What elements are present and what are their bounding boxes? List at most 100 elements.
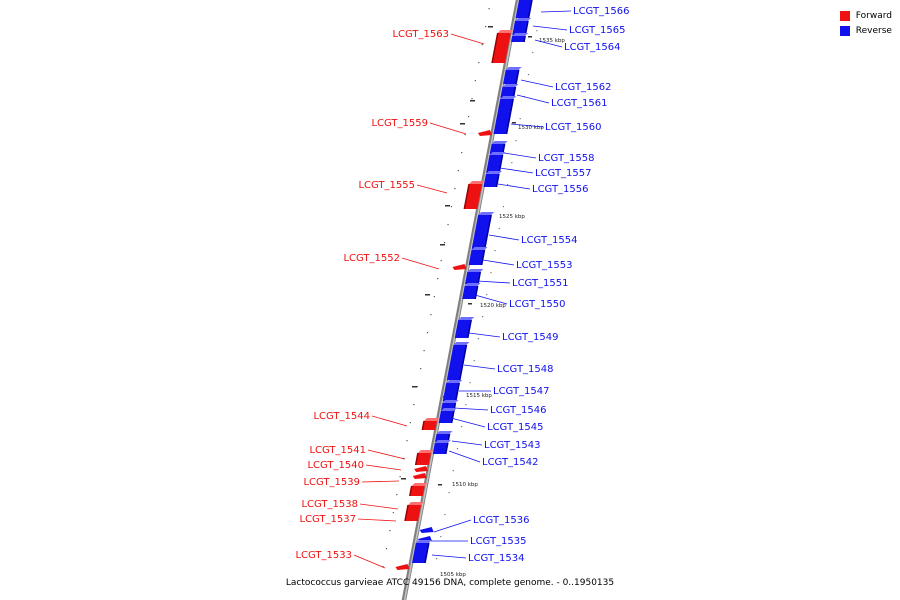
tick-dot [477,338,479,340]
tick-mark [470,100,475,102]
lcgt-1541-leader [367,449,406,460]
lcgt-1562-top [505,67,522,70]
lcgt-1533-feature [395,564,410,570]
forward-label: Forward [855,10,892,21]
tick-dot [461,426,463,428]
scale-tick-label: 1505 kbp [440,572,466,578]
lcgt-1539-feature [412,473,427,479]
lcgt-1553-edge [480,249,486,266]
lcgt-1537-leader [357,518,397,522]
lcgt-1533-label: LCGT_1533 [295,550,352,561]
lcgt-1553-top [471,247,488,250]
lcgt-1547-edge [455,382,460,402]
lcgt-1558-leader [503,152,537,159]
lcgt-1562-feature [503,67,522,85]
lcgt-1551-label: LCGT_1551 [512,278,569,289]
lcgt-1541-top [417,450,434,453]
lcgt-1534-body [412,543,429,563]
lcgt-1538-body [409,486,425,496]
tick-dot [454,188,456,190]
lcgt-1537-body [405,505,422,521]
tick-dot [423,350,425,352]
lcgt-1563-leader [450,33,485,45]
scale-tick-label: 1525 kbp [499,214,525,220]
lcgt-1549-label: LCGT_1549 [502,332,559,343]
tick-dot [437,278,439,280]
tick-dot [392,512,394,514]
lcgt-1548-body [446,345,467,380]
lcgt-1542-leader [448,450,481,463]
backbone [403,0,520,600]
lcgt-1565-edge [524,20,529,36]
tick-dot [498,228,500,230]
lcgt-1537-label: LCGT_1537 [299,514,356,525]
lcgt-1544-feature [421,418,441,431]
tick-mark [445,205,450,207]
tick-dot [519,118,521,120]
lcgt-1553-leader [482,259,515,266]
lcgt-1565-feature [512,18,532,36]
lcgt-1544-label: LCGT_1544 [313,411,370,422]
lcgt-1534-edge [424,542,430,564]
lcgt-1555-label: LCGT_1555 [358,180,415,191]
lcgt-1556-label: LCGT_1556 [532,184,589,195]
tick-dot [465,404,467,406]
lcgt-1545-body [438,411,454,423]
tick-dot [452,470,454,472]
tick-mark [460,123,465,125]
lcgt-1534-label: LCGT_1534 [468,553,525,564]
lcgt-1538-edge [409,485,413,497]
scale-tick-label: 1515 kbp [466,393,492,399]
tick-dot [527,74,530,76]
lcgt-1539-label: LCGT_1539 [303,477,360,488]
lcgt-1562-body [503,70,519,84]
lcgt-1551-feature [465,269,484,285]
lcgt-1557-leader [499,167,534,174]
lcgt-1536-label: LCGT_1536 [473,515,530,526]
lcgt-1562-leader [520,79,554,88]
lcgt-1540-feature [414,466,429,472]
lcgt-1554-feature [471,212,495,250]
tick-dot [385,548,388,550]
reverse-label: Reverse [855,25,892,36]
lcgt-1549-leader [468,332,501,338]
lcgt-1548-label: LCGT_1548 [497,364,554,375]
tick-dot [467,116,470,118]
lcgt-1560-feature [493,96,517,135]
lcgt-1552-feature [452,264,467,270]
lcgt-1556-feature [483,171,502,188]
lcgt-1556-edge [495,173,500,188]
tick-dot [440,260,442,262]
lcgt-1563-label: LCGT_1563 [392,29,449,40]
lcgt-1551-edge [477,271,482,285]
tick-dot [515,140,517,142]
lcgt-1557-body [486,155,503,173]
tick-dot [420,368,422,370]
lcgt-1556-leader [497,183,531,190]
lcgt-1544-leader [371,415,408,427]
lcgt-1559-label: LCGT_1559 [371,118,428,129]
tick-dot [450,206,453,208]
lcgt-1563-feature [491,30,514,64]
lcgt-1546-top [442,400,459,403]
lcgt-1561-feature [500,84,519,99]
lcgt-1534-leader [431,554,467,559]
lcgt-1541-label: LCGT_1541 [309,445,366,456]
lcgt-1559-leader [429,122,467,135]
lcgt-1564-label: LCGT_1564 [564,42,621,53]
tick-dot [406,440,408,442]
tick-dot [532,52,534,54]
lcgt-1549-feature [454,317,475,339]
lcgt-1550-feature [462,283,481,300]
lcgt-1541-feature [414,450,434,466]
lcgt-1540-label: LCGT_1540 [307,460,364,471]
tick-mark [438,484,442,486]
lcgt-1557-top [489,152,506,155]
lcgt-1561-body [500,87,516,98]
lcgt-1549-top [458,317,475,320]
lcgt-1566-edge [527,0,533,19]
tick-dot [444,242,446,244]
lcgt-1534-top [415,540,432,543]
tick-dot [478,62,480,64]
lcgt-1537-top [408,502,425,505]
